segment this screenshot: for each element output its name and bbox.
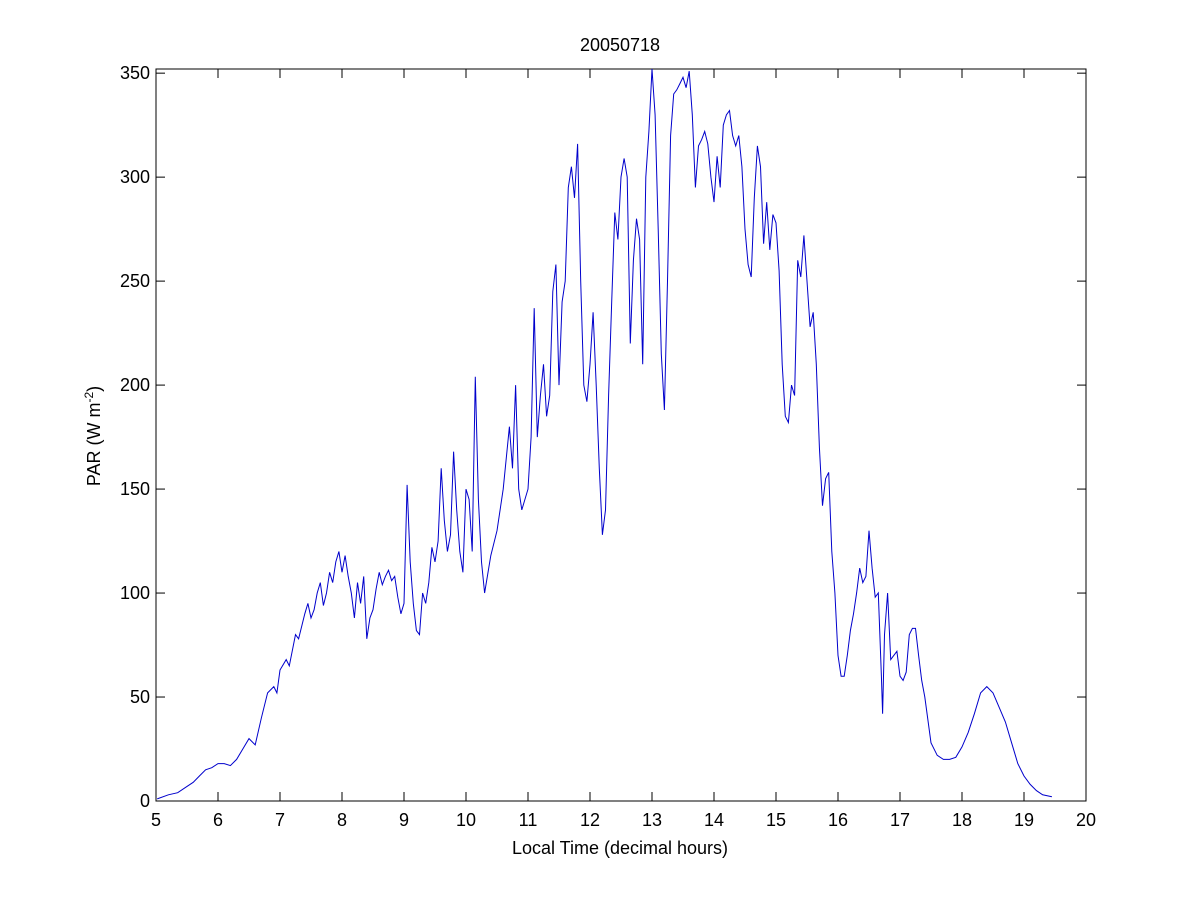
y-tick-label: 50: [130, 687, 150, 707]
y-axis-label: PAR (W m-2): [82, 386, 104, 486]
plot-area-frame: [155, 68, 1087, 802]
x-tick-label: 14: [704, 810, 724, 830]
y-tick-label: 0: [140, 791, 150, 811]
x-tick-label: 16: [828, 810, 848, 830]
x-tick-label: 8: [337, 810, 347, 830]
y-tick-label: 250: [120, 271, 150, 291]
x-tick-label: 9: [399, 810, 409, 830]
x-tick-label: 12: [580, 810, 600, 830]
y-tick-label: 200: [120, 375, 150, 395]
y-tick-label: 150: [120, 479, 150, 499]
chart-title: 20050718: [580, 35, 660, 55]
x-tick-label: 15: [766, 810, 786, 830]
y-axis-label-main: PAR (W m: [84, 403, 104, 487]
y-tick-label: 100: [120, 583, 150, 603]
x-tick-label: 6: [213, 810, 223, 830]
x-tick-label: 13: [642, 810, 662, 830]
x-tick-label: 11: [519, 810, 538, 830]
x-axis-label: Local Time (decimal hours): [512, 838, 728, 858]
y-tick-label: 300: [120, 167, 150, 187]
x-tick-label: 19: [1014, 810, 1034, 830]
y-axis-label-close: ): [84, 386, 104, 392]
x-tick-label: 20: [1076, 810, 1096, 830]
x-tick-label: 5: [151, 810, 161, 830]
x-tick-label: 18: [952, 810, 972, 830]
series-line-par: [157, 68, 1053, 800]
y-axis-label-superscript: -2: [82, 392, 96, 403]
x-tick-label: 10: [456, 810, 476, 830]
x-axis-ticks: 5 6 7 8 9 10 11 12 13 14 15 16 17 18 19 20: [151, 69, 1096, 830]
x-tick-label: 17: [890, 810, 910, 830]
y-axis-ticks: 0 50 100 150 200 250 300 350: [120, 63, 1086, 811]
y-tick-label: 350: [120, 63, 150, 83]
x-tick-label: 7: [275, 810, 285, 830]
